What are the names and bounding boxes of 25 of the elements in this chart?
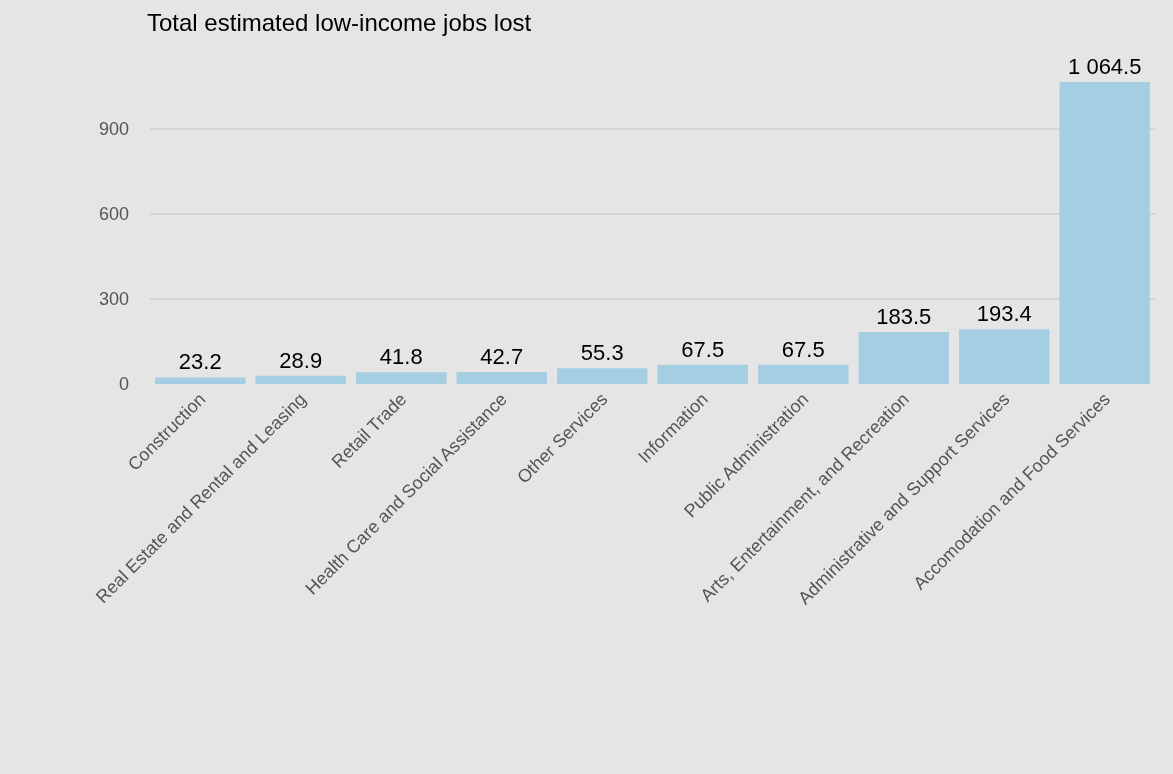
y-tick-label: 0 (118, 374, 129, 395)
data-label: 42.7 (480, 343, 524, 369)
bar (858, 331, 949, 384)
bar (155, 377, 246, 384)
bar (959, 329, 1050, 384)
data-label: 23.2 (178, 349, 222, 375)
data-label: 28.9 (279, 347, 323, 373)
y-tick-label: 900 (98, 118, 129, 139)
data-label: 1 064.5 (1068, 54, 1142, 79)
data-label: 193.4 (976, 301, 1032, 327)
bar (758, 364, 849, 384)
data-label: 67.5 (781, 336, 825, 362)
data-label: 183.5 (876, 303, 932, 329)
bar (1059, 82, 1150, 384)
bar (255, 375, 346, 384)
bar (356, 372, 447, 384)
chart-title: Total estimated low-income jobs lost (147, 8, 532, 36)
data-label: 67.5 (681, 336, 725, 362)
bar (557, 368, 648, 384)
y-tick-label: 300 (98, 289, 129, 310)
data-label: 41.8 (379, 344, 423, 370)
bar (456, 371, 547, 384)
data-label: 55.3 (580, 340, 624, 366)
bar (657, 364, 748, 384)
y-tick-label: 600 (98, 204, 129, 225)
